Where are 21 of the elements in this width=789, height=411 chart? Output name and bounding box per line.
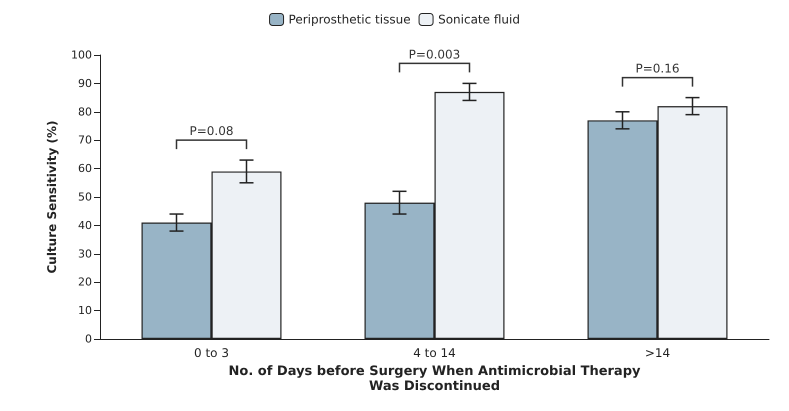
y-tick-label: 70 xyxy=(78,134,92,147)
x-tick-label: 4 to 14 xyxy=(413,346,456,360)
annotation: P=0.16 xyxy=(635,62,680,76)
y-tick-label: 0 xyxy=(85,332,92,346)
x-axis-title: No. of Days before Surgery When Antimicrobial Therapy Was Discontinued xyxy=(228,364,642,394)
y-tick-label: 80 xyxy=(78,105,92,118)
legend-label: Sonicate fluid xyxy=(438,12,520,26)
y-tick-label: 40 xyxy=(78,218,92,232)
annotation: P=0.08 xyxy=(189,124,234,138)
y-tick-label: 30 xyxy=(78,247,92,260)
x-tick-label: 0 to 3 xyxy=(194,346,229,360)
y-tick-label: 60 xyxy=(78,162,92,176)
y-tick-label: 90 xyxy=(78,76,92,90)
y-tick-label: 20 xyxy=(78,276,92,289)
x-tick-label: >14 xyxy=(644,346,670,360)
y-axis-title: Culture Sensitivity (%) xyxy=(45,120,59,274)
y-tick-label: 10 xyxy=(78,304,92,318)
annotation: P=0.003 xyxy=(408,47,460,62)
y-tick-label: 100 xyxy=(71,48,92,62)
legend-label: Periprosthetic tissue xyxy=(288,12,411,26)
y-tick-label: 50 xyxy=(78,190,92,204)
